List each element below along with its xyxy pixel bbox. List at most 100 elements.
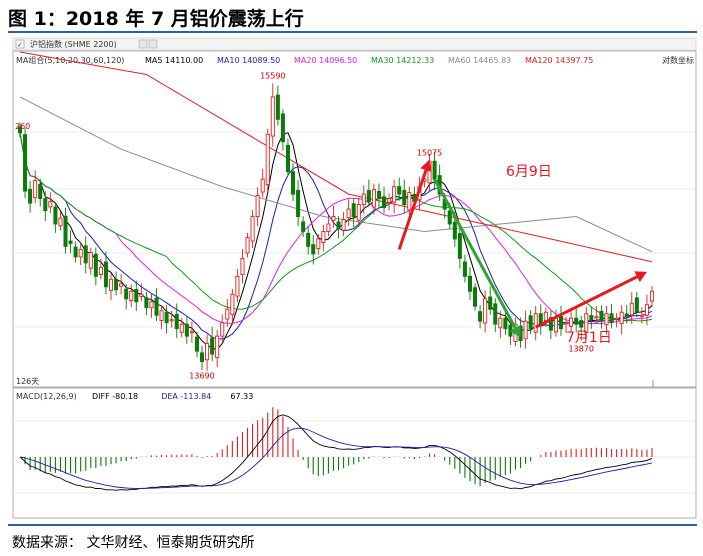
candle [270,83,275,147]
candle-body [23,134,28,192]
candle [649,286,655,308]
candle [98,258,103,280]
candle [164,305,169,334]
candle [78,241,83,265]
candle [260,168,265,198]
candle [83,236,88,274]
candle [371,183,376,215]
candle-body [169,319,174,322]
candle-body [336,221,341,229]
price-label: 13870 [568,345,593,354]
instrument-label: 沪铝指数 (SHME 2200) [30,39,117,49]
candle [316,234,321,255]
log-scale-toggle[interactable]: 对数坐标 [662,55,694,65]
candle-body [114,278,119,291]
candle [235,269,240,303]
candle [634,291,639,318]
candle [579,315,584,341]
candle [280,109,285,151]
candle [210,327,215,361]
kline-chart[interactable]: ✓ 沪铝指数 (SHME 2200) MA组合(5,10,20,30,60,12… [12,37,697,520]
candle-body [402,190,407,206]
macd-dea-line [19,427,653,489]
trend-arrows [397,159,647,338]
candle [88,247,93,275]
ma-line-ma30 [19,132,653,322]
macd-legend-item: DEA -113.84 [161,392,211,401]
candle [564,316,569,334]
ma-legend-item: MA5 14110.00 [145,56,203,65]
candle-body [584,313,589,334]
candle-body [301,221,306,232]
candle [478,305,483,329]
ma-legend-item: MA120 14397.75 [525,56,593,65]
arrow-head [634,271,647,283]
candle [392,179,397,214]
candle-body [154,297,159,316]
ma-legend-item: MA60 14465.83 [448,56,511,65]
candle [296,180,301,227]
candle [301,216,306,238]
candle-body [579,320,584,328]
candle [144,291,149,316]
candle-body [129,290,134,302]
candle [291,163,296,202]
candle [119,274,124,295]
candle-body [33,180,38,199]
candle [225,299,230,327]
candle-body [311,244,316,255]
candle [23,128,28,199]
candle [179,318,184,338]
candle-body [574,317,579,325]
macd-legend-item: 67.33 [230,392,253,401]
candle [488,286,493,315]
candle [205,334,210,371]
candle-body [58,217,63,227]
candle [604,305,609,335]
candle [93,247,98,286]
candle [245,232,250,258]
candle-body [553,317,558,333]
candle-body [361,193,366,206]
candle-body [68,240,73,244]
candle-body [73,246,78,258]
candle-body [220,322,225,337]
toolbar-button-1[interactable] [138,39,148,49]
candle-body [548,317,553,331]
candle [361,185,366,214]
candle-body [392,186,397,203]
candle-body [93,253,98,277]
candle [336,216,341,239]
source-divider [8,524,697,526]
candle-body [483,298,488,324]
candle-body [493,303,498,325]
candle-body [98,266,103,275]
candle [250,210,255,249]
candle-body [569,317,574,327]
candle-body [63,215,68,247]
candle-body [275,94,280,120]
candle [129,284,134,308]
candle-body [119,283,124,287]
candle-body [371,189,376,208]
macd-legend-item: DIFF -80.18 [92,392,138,401]
candle [68,230,73,254]
candle-body [498,317,503,329]
ma-line-ma10 [19,132,653,340]
candle-body [28,188,33,204]
candle [341,211,346,236]
candle-body [407,192,412,211]
toolbar-button-2[interactable] [148,39,158,49]
candle-body [376,190,381,200]
toolbar-checkbox[interactable] [15,39,25,49]
price-labels: 15590 13690 15075 13870 260 [15,71,594,380]
candle [614,313,619,328]
candle [402,179,407,214]
title-divider [8,31,697,33]
candle [457,228,462,269]
candle [503,308,508,335]
chart-svg[interactable]: ✓ 沪铝指数 (SHME 2200) MA组合(5,10,20,30,60,12… [12,37,697,520]
candle-body [38,183,43,200]
candle [599,305,604,329]
candle-body [194,336,199,352]
